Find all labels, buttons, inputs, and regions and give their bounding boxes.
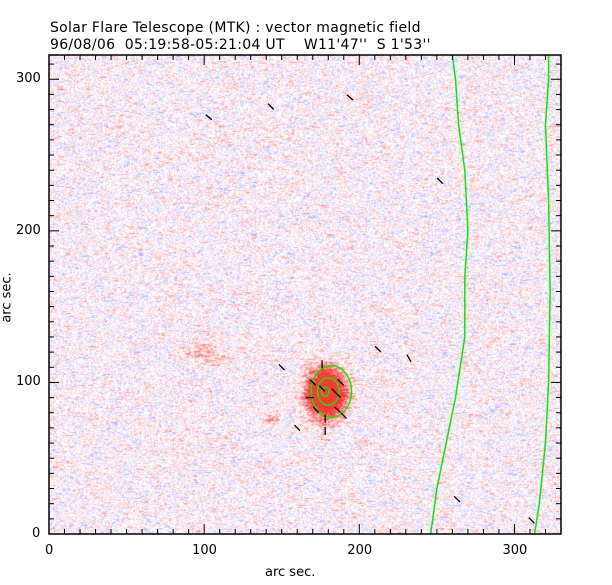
- contour-limb-left: [429, 54, 469, 535]
- field-vector: [346, 94, 354, 101]
- x-tick-label: 300: [502, 543, 528, 558]
- field-vector: [293, 424, 301, 432]
- chart-title: Solar Flare Telescope (MTK) : vector mag…: [50, 20, 421, 36]
- x-tick-label: 100: [192, 543, 217, 558]
- x-tick-label: 0: [45, 543, 54, 558]
- field-vector: [318, 385, 326, 392]
- contour-umbra-inner: [320, 386, 330, 397]
- chart-subtitle: 96/08/06 05:19:58-05:21:04 UT W11'47'' S…: [50, 37, 431, 53]
- field-vector: [528, 517, 535, 524]
- y-tick-label: 200: [16, 222, 41, 238]
- y-tick-label: 100: [16, 374, 41, 390]
- field-vector: [278, 363, 286, 371]
- field-vector: [453, 495, 461, 503]
- magnetogram-heatmap: [49, 55, 561, 534]
- field-vector: [309, 379, 317, 386]
- y-tick-label: 300: [16, 71, 41, 87]
- contour-umbra-middle: [316, 377, 340, 406]
- field-vector: [340, 412, 348, 420]
- field-vector: [205, 114, 213, 121]
- field-vector: [436, 177, 444, 185]
- contour-limb-right: [533, 55, 551, 535]
- field-vector: [334, 406, 341, 413]
- x-axis-label: arc sec.: [265, 565, 316, 580]
- plot-frame: [48, 54, 562, 535]
- field-vector: [312, 406, 320, 413]
- field-vector: [331, 388, 338, 395]
- field-vector: [406, 354, 412, 362]
- x-tick-label: 200: [347, 543, 373, 558]
- field-vector: [267, 103, 275, 110]
- field-vector: [337, 379, 344, 386]
- field-vector: [374, 345, 382, 353]
- contour-umbra-outer: [310, 365, 353, 419]
- y-axis-label: arc sec.: [0, 272, 15, 323]
- y-tick-label: 0: [32, 526, 41, 541]
